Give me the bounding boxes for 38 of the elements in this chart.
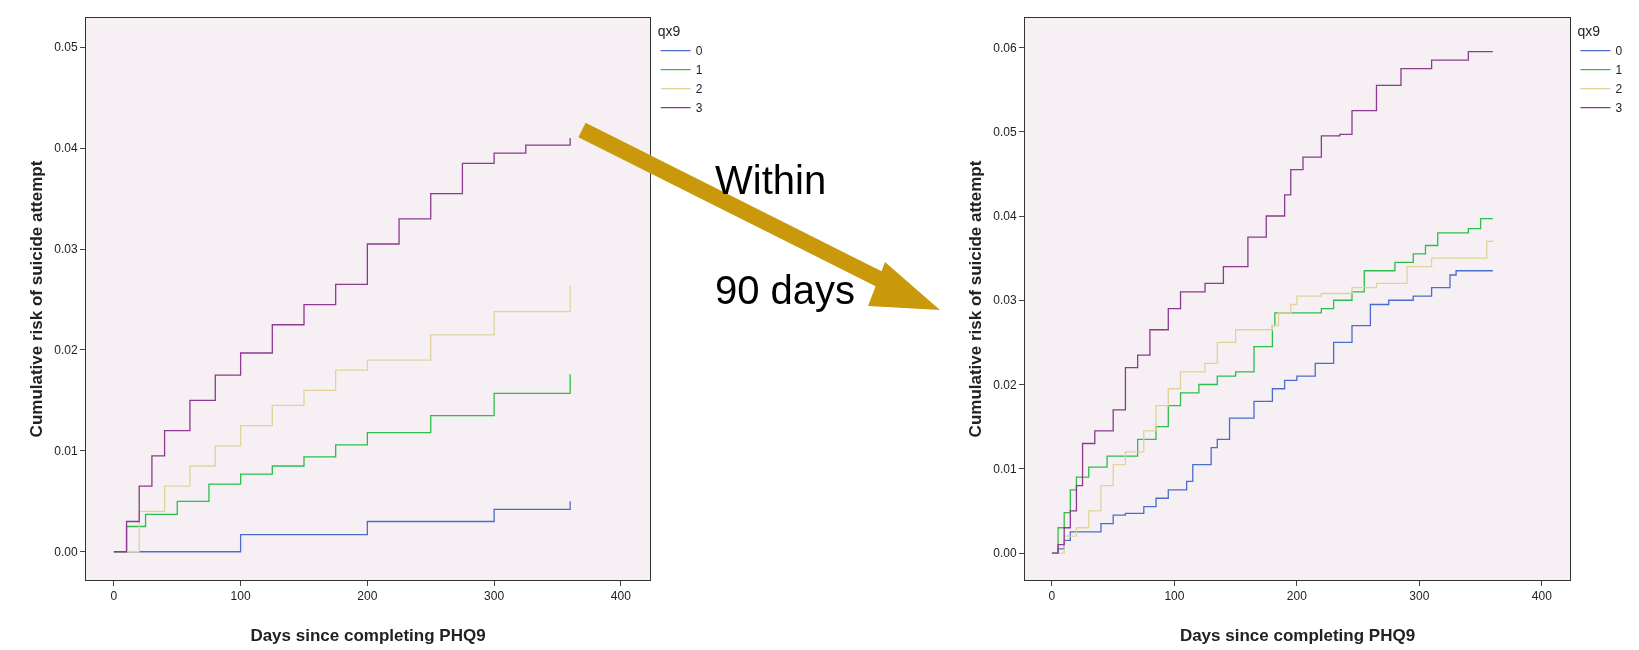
legend-label: 0 bbox=[1615, 44, 1623, 59]
legend-label: 3 bbox=[695, 101, 703, 116]
legend-title: qx9 bbox=[657, 23, 681, 40]
x-tick-label: 200 bbox=[357, 589, 378, 604]
x-tick-label: 100 bbox=[230, 589, 251, 604]
legend-title: qx9 bbox=[1577, 23, 1601, 40]
y-tick-label: 0.03 bbox=[54, 242, 78, 257]
x-axis-title: Days since completing PHQ9 bbox=[250, 626, 486, 645]
legend-label: 3 bbox=[1615, 101, 1623, 116]
x-tick-label: 200 bbox=[1286, 589, 1308, 604]
y-tick-label: 0.05 bbox=[54, 40, 78, 55]
x-tick-label: 300 bbox=[484, 589, 505, 604]
y-tick-label: 0.01 bbox=[993, 461, 1017, 476]
text: Within 90 days bbox=[715, 158, 856, 312]
y-tick-label: 0.02 bbox=[993, 377, 1017, 392]
x-tick-label: 300 bbox=[1409, 589, 1430, 604]
y-tick-label: 0.03 bbox=[993, 293, 1017, 308]
y-axis-title: Cumulative risk of suicide attempt bbox=[966, 160, 985, 438]
legend-label: 0 bbox=[695, 44, 703, 59]
x-tick-label: 100 bbox=[1164, 589, 1185, 604]
y-tick-label: 0.04 bbox=[54, 141, 78, 156]
legend-label: 2 bbox=[695, 82, 703, 97]
x-tick-label: 0 bbox=[110, 589, 118, 604]
y-axis-title: Cumulative risk of suicide attempt bbox=[27, 160, 46, 438]
y-tick-label: 0.06 bbox=[993, 40, 1017, 55]
x-axis-title: Days since completing PHQ9 bbox=[1179, 626, 1416, 645]
legend-label: 2 bbox=[1615, 82, 1623, 97]
y-tick-label: 0.04 bbox=[993, 209, 1017, 224]
x-tick-label: 0 bbox=[1048, 589, 1056, 604]
y-tick-label: 0.01 bbox=[54, 444, 78, 459]
y-tick-label: 0.02 bbox=[54, 343, 78, 358]
y-tick-label: 0.00 bbox=[54, 544, 78, 559]
legend-label: 1 bbox=[695, 63, 703, 78]
y-tick-label: 0.00 bbox=[993, 546, 1017, 561]
y-tick-label: 0.05 bbox=[993, 124, 1017, 139]
x-tick-label: 400 bbox=[610, 589, 632, 604]
legend-label: 1 bbox=[1615, 63, 1623, 78]
x-tick-label: 400 bbox=[1531, 589, 1553, 604]
